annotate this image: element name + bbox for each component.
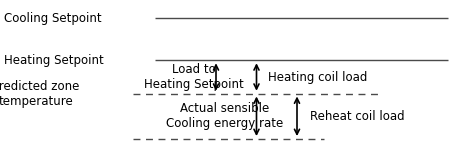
Text: Actual sensible
Cooling energy rate: Actual sensible Cooling energy rate <box>166 102 284 130</box>
Text: Predicted zone
temperature: Predicted zone temperature <box>0 80 80 108</box>
Text: Reheat coil load: Reheat coil load <box>310 110 404 123</box>
Text: Load to
Heating Setpoint: Load to Heating Setpoint <box>144 63 243 91</box>
Text: Heating coil load: Heating coil load <box>268 71 367 84</box>
Text: Heating Setpoint: Heating Setpoint <box>4 54 104 67</box>
Text: Cooling Setpoint: Cooling Setpoint <box>4 12 102 25</box>
